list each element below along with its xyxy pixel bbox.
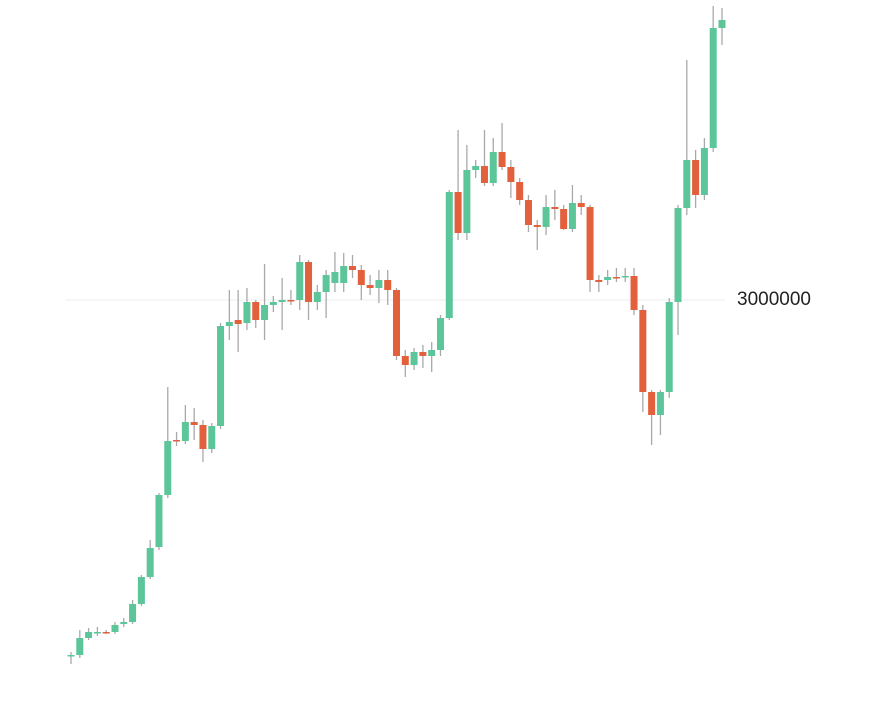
candle-body bbox=[340, 266, 348, 283]
candle-body bbox=[692, 160, 700, 195]
candle-body bbox=[120, 622, 128, 624]
candle-body bbox=[428, 350, 436, 356]
candle-body bbox=[322, 275, 330, 292]
candle-body bbox=[401, 356, 409, 365]
candle-body bbox=[181, 422, 189, 441]
candle-body bbox=[76, 638, 84, 655]
candle-body bbox=[586, 207, 594, 280]
candle-body bbox=[234, 320, 242, 324]
candle-body bbox=[595, 280, 603, 282]
y-tick-label: 3000000 bbox=[737, 289, 811, 310]
candle-body bbox=[190, 422, 198, 425]
candle-body bbox=[665, 302, 673, 392]
candle-body bbox=[472, 166, 480, 170]
candle-body bbox=[225, 322, 233, 326]
candle-body bbox=[93, 632, 101, 634]
candle-body bbox=[208, 426, 216, 449]
candle-body bbox=[349, 266, 357, 270]
candle-body bbox=[524, 200, 532, 225]
candle-body bbox=[648, 392, 656, 415]
candle-body bbox=[463, 170, 471, 233]
candle-body bbox=[718, 20, 726, 28]
candle-body bbox=[454, 192, 462, 233]
candle-body bbox=[217, 326, 225, 426]
candle-body bbox=[287, 300, 295, 302]
candle-body bbox=[621, 276, 629, 278]
candle-body bbox=[612, 277, 620, 279]
candle-body bbox=[656, 392, 664, 415]
candle-body bbox=[498, 152, 506, 167]
candle-body bbox=[568, 203, 576, 229]
candle-body bbox=[436, 318, 444, 350]
candle-body bbox=[489, 152, 497, 183]
candle-body bbox=[331, 272, 339, 283]
candle-body bbox=[551, 207, 559, 209]
candle-body bbox=[410, 352, 418, 365]
candle-body bbox=[85, 632, 93, 638]
candle-body bbox=[137, 577, 145, 604]
candle-body bbox=[313, 292, 321, 302]
candle-body bbox=[577, 203, 585, 207]
candle-body bbox=[384, 280, 392, 290]
candle-body bbox=[375, 280, 383, 288]
candle-body bbox=[67, 655, 75, 657]
candle-body bbox=[173, 440, 181, 442]
candle-body bbox=[683, 160, 691, 208]
candle-body bbox=[305, 262, 313, 302]
candle-body bbox=[507, 167, 515, 182]
candle-body bbox=[639, 310, 647, 392]
candle-body bbox=[252, 302, 260, 320]
candle-body bbox=[604, 277, 612, 280]
candle-body bbox=[129, 604, 137, 622]
candle-body bbox=[445, 192, 453, 318]
candle-body bbox=[393, 290, 400, 356]
candle-body bbox=[261, 305, 269, 320]
candle-body bbox=[419, 352, 427, 356]
candle-body bbox=[111, 625, 119, 632]
candle-body bbox=[278, 300, 286, 302]
candle-body bbox=[357, 270, 365, 285]
candle-body bbox=[560, 209, 568, 229]
candle-body bbox=[700, 148, 708, 195]
candle-body bbox=[199, 425, 207, 449]
candle-body bbox=[164, 441, 172, 495]
candle-body bbox=[674, 208, 682, 302]
candle-body bbox=[296, 262, 304, 300]
candle-body bbox=[709, 28, 717, 148]
candle-body bbox=[630, 276, 638, 310]
candle-body bbox=[146, 548, 154, 577]
candle-body bbox=[366, 285, 374, 288]
candle-body bbox=[480, 166, 488, 183]
candle-body bbox=[533, 225, 541, 227]
candle-body bbox=[269, 302, 277, 305]
candle-body bbox=[542, 207, 550, 227]
candle-body bbox=[516, 182, 524, 200]
candle-body bbox=[243, 302, 251, 323]
candle-body bbox=[102, 632, 110, 634]
candle-body bbox=[155, 495, 163, 547]
